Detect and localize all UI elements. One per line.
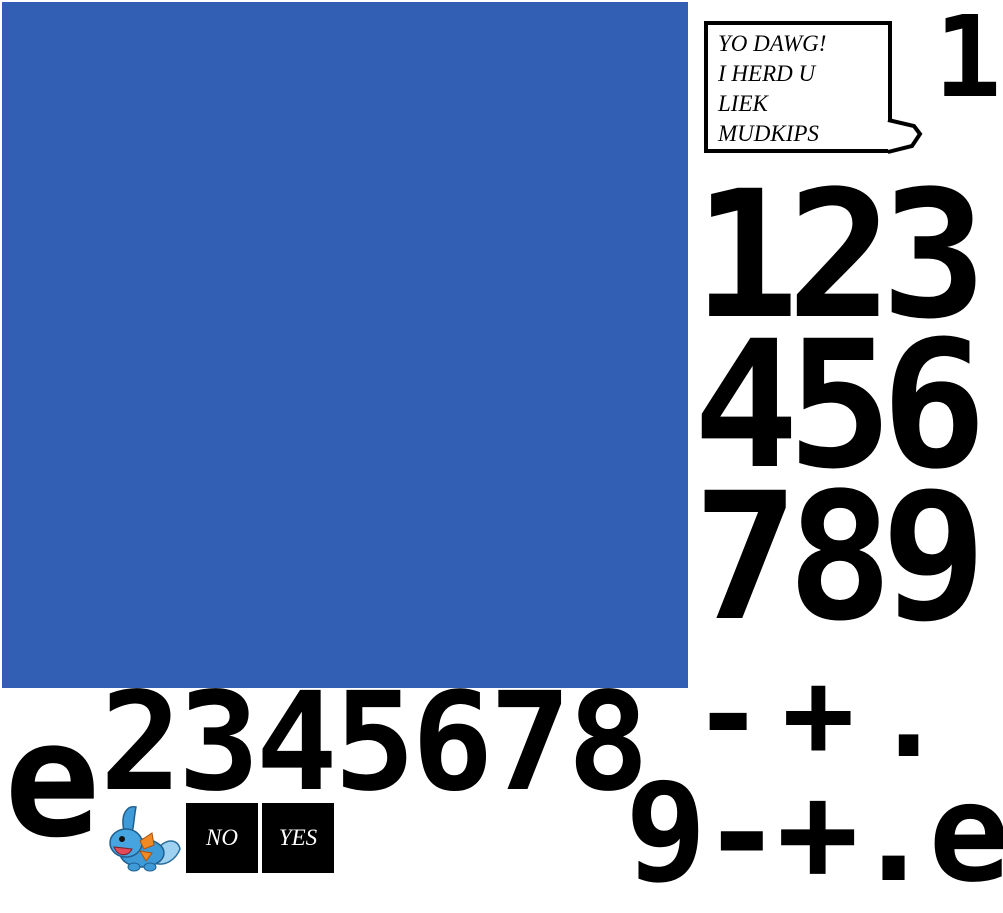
digit-sequence: 2345678 xyxy=(100,664,649,822)
keypad-row-1[interactable]: 123 xyxy=(693,153,987,358)
no-button-label: NO xyxy=(206,825,238,850)
keypad-row-2[interactable]: 456 xyxy=(693,303,987,508)
bubble-line-3: LIEK xyxy=(718,91,768,116)
top-digit: 1 xyxy=(934,0,1002,123)
blue-display-panel xyxy=(2,2,688,688)
bottom-right-sequence: 9-+.e xyxy=(625,755,1003,913)
mudkip-icon xyxy=(109,805,181,872)
speech-bubble xyxy=(704,21,892,153)
exponent-key[interactable]: e xyxy=(4,686,101,873)
yes-button[interactable]: YES xyxy=(262,803,334,873)
keypad-row-3[interactable]: 789 xyxy=(693,455,987,660)
bubble-line-2: I HERD U xyxy=(718,61,816,86)
operator-row[interactable]: -+. xyxy=(692,646,963,785)
bubble-line-4: MUDKIPS xyxy=(718,121,819,146)
yes-button-label: YES xyxy=(278,825,318,850)
speech-bubble-text: YO DAWG! I HERD U LIEK MUDKIPS xyxy=(718,29,888,149)
bubble-line-1: YO DAWG! xyxy=(718,31,827,56)
no-button[interactable]: NO xyxy=(186,803,258,873)
speech-bubble-tail xyxy=(887,118,923,154)
